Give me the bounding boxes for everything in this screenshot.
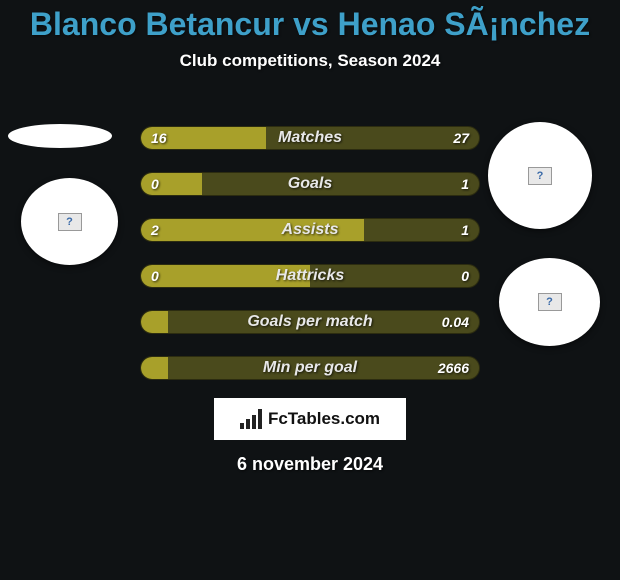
stat-bar-left: [141, 357, 168, 379]
stat-value-right: 0: [461, 268, 469, 284]
stat-value-left: 0: [151, 176, 159, 192]
bar-chart-icon: [240, 409, 262, 429]
flag-placeholder-icon: ?: [528, 167, 552, 185]
stat-label: Goals per match: [247, 313, 372, 331]
stat-value-right: 1: [461, 176, 469, 192]
stat-value-left: 2: [151, 222, 159, 238]
footer-date: 6 november 2024: [237, 454, 383, 475]
subtitle: Club competitions, Season 2024: [0, 51, 620, 71]
avatar-circle: ?: [488, 122, 592, 229]
stat-label: Min per goal: [263, 359, 357, 377]
stat-label: Goals: [288, 175, 332, 193]
stat-row: Min per goal 2666: [140, 356, 480, 380]
stat-value-left: 16: [151, 130, 167, 146]
stat-row: Matches 16 27: [140, 126, 480, 150]
flag-placeholder-icon: ?: [58, 213, 82, 231]
stat-value-left: 0: [151, 268, 159, 284]
avatar-circle: ?: [21, 178, 118, 265]
stat-row: Assists 2 1: [140, 218, 480, 242]
stat-value-right: 0.04: [442, 314, 469, 330]
stat-label: Hattricks: [276, 267, 344, 285]
stat-label: Matches: [278, 129, 342, 147]
stat-value-right: 1: [461, 222, 469, 238]
page-title: Blanco Betancur vs Henao SÃ¡nchez: [0, 0, 620, 43]
stat-row: Hattricks 0 0: [140, 264, 480, 288]
brand-text: FcTables.com: [268, 409, 380, 429]
stat-value-right: 2666: [438, 360, 469, 376]
stat-bar-left: [141, 311, 168, 333]
stat-row: Goals per match 0.04: [140, 310, 480, 334]
avatar-circle: ?: [499, 258, 600, 346]
stat-label: Assists: [282, 221, 339, 239]
flag-placeholder-icon: ?: [538, 293, 562, 311]
brand-badge: FcTables.com: [214, 398, 406, 440]
stat-value-right: 27: [453, 130, 469, 146]
stats-container: Matches1627Goals01Assists21Hattricks00Go…: [140, 126, 480, 402]
stat-row: Goals 0 1: [140, 172, 480, 196]
avatar-ellipse: [8, 124, 112, 148]
